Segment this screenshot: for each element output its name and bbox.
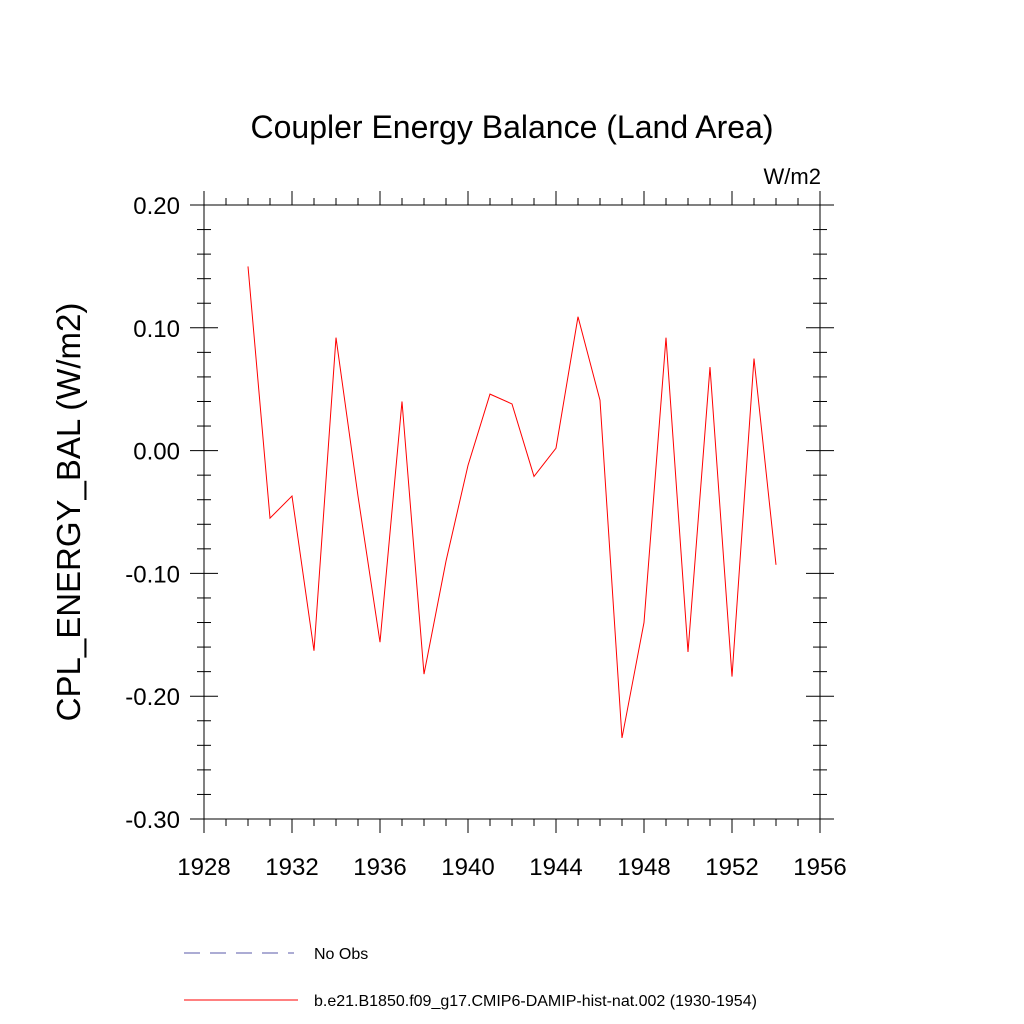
x-tick-label: 1936 <box>353 854 406 881</box>
x-tick-label: 1956 <box>793 854 846 881</box>
series-lines <box>247 266 777 739</box>
units-label: W/m2 <box>764 164 821 189</box>
axis-tick-labels: 1928 1932 1936 1940 1944 1948 1952 1956 0.20 0.10… <box>125 193 846 881</box>
plot-frame <box>203 204 821 820</box>
y-axis-label: CPL_ENERGY_BAL (W/m2) <box>50 303 87 722</box>
x-tick-label: 1948 <box>617 854 670 881</box>
x-tick-label: 1952 <box>705 854 758 881</box>
x-tick-label: 1932 <box>265 854 318 881</box>
y-tick-label: 0.00 <box>133 439 180 466</box>
x-tick-label: 1940 <box>441 854 494 881</box>
y-tick-label: -0.10 <box>125 561 180 588</box>
series-line <box>247 266 777 739</box>
chart-title: Coupler Energy Balance (Land Area) <box>251 109 774 145</box>
y-tick-label: -0.30 <box>125 807 180 834</box>
y-tick-label: 0.20 <box>133 193 180 220</box>
axis-ticks <box>190 191 834 833</box>
y-tick-label: -0.20 <box>125 684 180 711</box>
legend-label-model: b.e21.B1850.f09_g17.CMIP6-DAMIP-hist-nat… <box>314 993 757 1010</box>
x-tick-label: 1928 <box>177 854 230 881</box>
y-tick-label: 0.10 <box>133 316 180 343</box>
legend: No Obs b.e21.B1850.f09_g17.CMIP6-DAMIP-h… <box>184 946 757 1010</box>
x-tick-label: 1944 <box>529 854 582 881</box>
legend-label-no-obs: No Obs <box>314 946 368 963</box>
